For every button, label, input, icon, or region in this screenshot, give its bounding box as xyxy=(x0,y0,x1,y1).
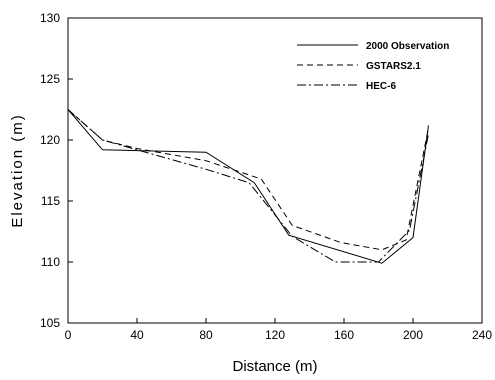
x-axis-label: Distance (m) xyxy=(232,358,317,375)
x-tick-label: 240 xyxy=(472,328,492,342)
legend-label-2: HEC-6 xyxy=(366,81,396,92)
x-tick-label: 80 xyxy=(199,328,213,342)
y-axis-label: Elevation (m) xyxy=(9,113,26,227)
series-line-2 xyxy=(67,109,429,263)
x-tick-label: 160 xyxy=(334,328,354,342)
y-tick-label: 110 xyxy=(41,255,60,269)
y-tick-label: 130 xyxy=(40,11,60,25)
x-tick-label: 200 xyxy=(403,328,423,342)
legend-label-1: GSTARS2.1 xyxy=(366,61,421,72)
y-tick-label: 105 xyxy=(40,316,60,330)
y-tick-label: 125 xyxy=(40,72,60,86)
x-tick-label: 40 xyxy=(130,328,144,342)
series-line-0 xyxy=(67,109,429,264)
x-tick-label: 0 xyxy=(65,328,72,342)
y-tick-label: 120 xyxy=(40,133,60,147)
y-tick-label: 115 xyxy=(41,194,60,208)
x-tick-label: 120 xyxy=(265,328,285,342)
series-line-1 xyxy=(67,109,429,251)
legend-label-0: 2000 Observation xyxy=(366,41,449,52)
